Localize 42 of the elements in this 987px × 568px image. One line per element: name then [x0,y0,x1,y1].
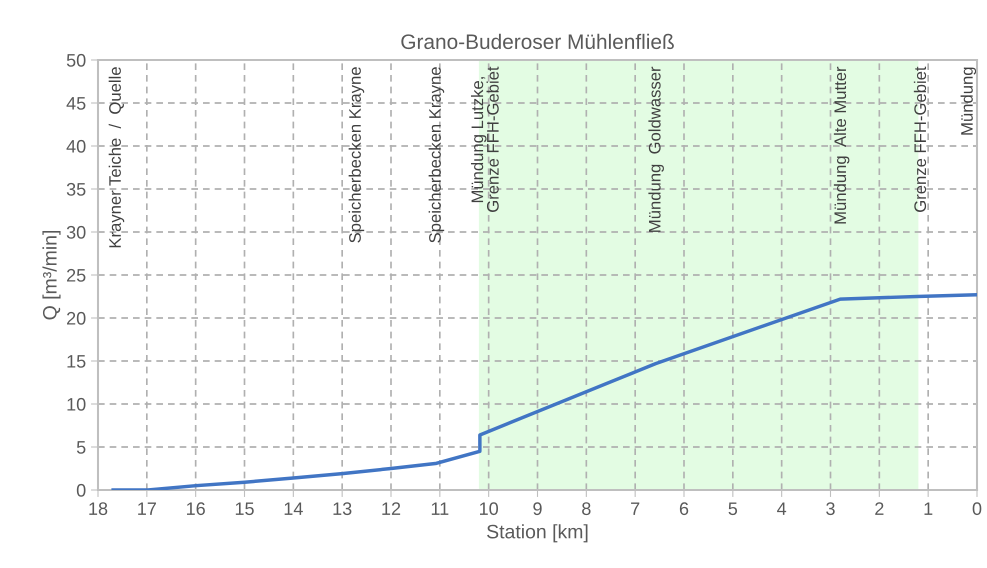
annotation: Mündung Goldwasser [648,66,664,232]
x-tick-label: 6 [680,502,688,516]
x-tick-label: 15 [236,502,254,516]
x-tick-label: 8 [582,502,591,516]
x-tick-label: 12 [382,502,400,515]
annotation: Mündung Alte Mutter [834,66,850,224]
x-tick-label: 16 [187,502,205,516]
x-tick-label: 1 [924,502,932,515]
x-tick-label: 9 [533,502,542,516]
line-series [111,293,977,490]
y-tick-label: 25 [67,268,86,282]
x-tick-label: 17 [138,502,156,515]
y-tick-label: 20 [67,312,86,325]
x-tick-label: 5 [728,502,738,516]
y-tick-label: 5 [76,441,86,454]
annotation: Grenze FFH-Gebiet [914,66,926,212]
annotation: Mündung Lutzke, Grenze FFH-Gebiet [470,66,499,212]
annotation: Krayner Teiche / Quelle [108,67,124,248]
y-axis-title: Q [m³/min] [42,231,61,320]
annotation: Speicherbecken Krayne [428,67,444,243]
x-tick-label: 2 [875,502,884,515]
y-tick-label: 30 [66,226,86,239]
y-tick-label: 10 [67,398,86,411]
annotation: Speicherbecken Krayne [348,67,364,243]
x-tick-label: 11 [432,502,448,515]
annotation: Mündung [960,68,976,135]
x-tick-label: 4 [777,502,786,515]
y-tick-label: 45 [66,97,86,110]
x-tick-label: 18 [89,502,108,516]
y-tick-label: 40 [66,140,86,153]
chart-title: Grano-Buderoser Mühlenfließ [401,34,674,50]
x-axis-title: Station [km] [487,524,588,542]
y-tick-label: 35 [66,182,86,196]
y-tick-label: 0 [76,484,86,497]
x-tick-label: 14 [284,502,303,515]
x-tick-label: 10 [480,502,498,516]
y-tick-label: 15 [67,355,86,368]
y-tick-label: 50 [66,54,86,67]
x-tick-label: 0 [972,502,982,516]
x-tick-label: 3 [826,502,835,516]
x-tick-label: 7 [631,502,640,515]
x-tick-label: 13 [334,502,352,516]
